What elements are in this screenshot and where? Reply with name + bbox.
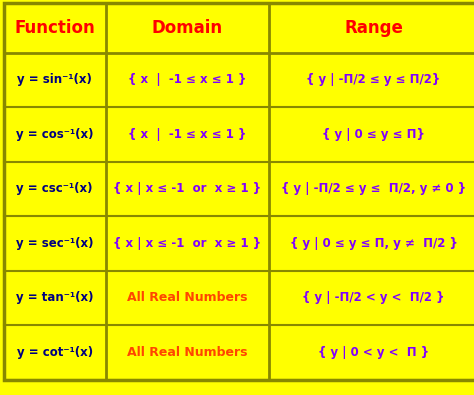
Text: Domain: Domain bbox=[152, 19, 223, 37]
Text: { x | x ≤ -1  or  x ≥ 1 }: { x | x ≤ -1 or x ≥ 1 } bbox=[113, 182, 262, 195]
Text: { y | -Π/2 < y <  Π/2 }: { y | -Π/2 < y < Π/2 } bbox=[302, 292, 445, 304]
Text: y = csc⁻¹(x): y = csc⁻¹(x) bbox=[17, 182, 93, 195]
Text: y = tan⁻¹(x): y = tan⁻¹(x) bbox=[16, 292, 93, 304]
Text: y = sin⁻¹(x): y = sin⁻¹(x) bbox=[18, 73, 92, 86]
Text: y = cos⁻¹(x): y = cos⁻¹(x) bbox=[16, 128, 93, 141]
Text: y = sec⁻¹(x): y = sec⁻¹(x) bbox=[16, 237, 93, 250]
Text: { y | 0 ≤ y ≤ Π, y ≠  Π/2 }: { y | 0 ≤ y ≤ Π, y ≠ Π/2 } bbox=[290, 237, 457, 250]
Text: { y | -Π/2 ≤ y ≤ Π/2}: { y | -Π/2 ≤ y ≤ Π/2} bbox=[306, 73, 441, 86]
Text: All Real Numbers: All Real Numbers bbox=[127, 292, 248, 304]
Text: Range: Range bbox=[344, 19, 403, 37]
Text: Function: Function bbox=[14, 19, 95, 37]
Text: { y | 0 ≤ y ≤ Π}: { y | 0 ≤ y ≤ Π} bbox=[322, 128, 425, 141]
Text: { x | x ≤ -1  or  x ≥ 1 }: { x | x ≤ -1 or x ≥ 1 } bbox=[113, 237, 262, 250]
Text: All Real Numbers: All Real Numbers bbox=[127, 346, 248, 359]
Text: { x  |  -1 ≤ x ≤ 1 }: { x | -1 ≤ x ≤ 1 } bbox=[128, 128, 246, 141]
Text: y = cot⁻¹(x): y = cot⁻¹(x) bbox=[17, 346, 93, 359]
Text: { x  |  -1 ≤ x ≤ 1 }: { x | -1 ≤ x ≤ 1 } bbox=[128, 73, 246, 86]
Text: { y | -Π/2 ≤ y ≤  Π/2, y ≠ 0 }: { y | -Π/2 ≤ y ≤ Π/2, y ≠ 0 } bbox=[281, 182, 466, 195]
Text: { y | 0 < y <  Π }: { y | 0 < y < Π } bbox=[318, 346, 429, 359]
